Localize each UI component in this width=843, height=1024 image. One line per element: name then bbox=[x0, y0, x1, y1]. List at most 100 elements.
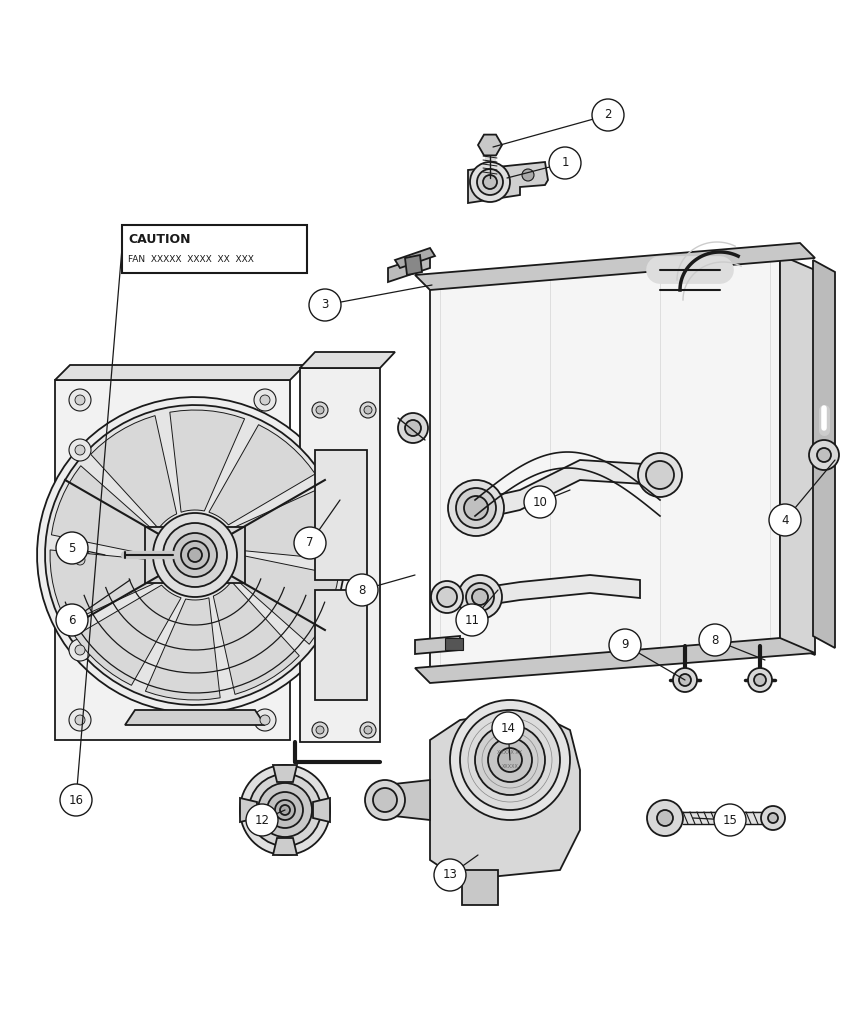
Text: 10: 10 bbox=[533, 496, 547, 509]
Text: CAUTION: CAUTION bbox=[128, 233, 191, 246]
Polygon shape bbox=[232, 487, 340, 560]
Polygon shape bbox=[273, 838, 297, 855]
Polygon shape bbox=[240, 798, 257, 822]
Circle shape bbox=[458, 575, 502, 618]
Polygon shape bbox=[46, 406, 345, 705]
Polygon shape bbox=[388, 254, 430, 282]
Polygon shape bbox=[55, 380, 290, 740]
Circle shape bbox=[240, 765, 330, 855]
Circle shape bbox=[258, 783, 312, 837]
Circle shape bbox=[448, 480, 504, 536]
Circle shape bbox=[524, 486, 556, 518]
Polygon shape bbox=[480, 575, 640, 606]
Text: 12: 12 bbox=[255, 813, 270, 826]
Text: 5: 5 bbox=[68, 542, 76, 555]
Circle shape bbox=[316, 726, 324, 734]
Circle shape bbox=[69, 439, 91, 461]
Circle shape bbox=[472, 589, 488, 605]
Circle shape bbox=[75, 715, 85, 725]
Circle shape bbox=[56, 604, 88, 636]
Text: 15: 15 bbox=[722, 813, 738, 826]
Circle shape bbox=[699, 624, 731, 656]
Polygon shape bbox=[91, 416, 177, 528]
Circle shape bbox=[398, 413, 428, 443]
Circle shape bbox=[280, 805, 290, 815]
Text: 13: 13 bbox=[443, 868, 458, 882]
Polygon shape bbox=[300, 352, 395, 368]
FancyBboxPatch shape bbox=[445, 638, 463, 650]
Polygon shape bbox=[37, 397, 353, 713]
FancyBboxPatch shape bbox=[315, 590, 367, 700]
Circle shape bbox=[748, 668, 772, 692]
Circle shape bbox=[312, 722, 328, 738]
Circle shape bbox=[173, 534, 217, 577]
Circle shape bbox=[267, 792, 303, 828]
Polygon shape bbox=[405, 255, 422, 275]
Polygon shape bbox=[478, 134, 502, 156]
Circle shape bbox=[488, 738, 532, 782]
Polygon shape bbox=[209, 425, 315, 525]
Circle shape bbox=[69, 639, 91, 662]
Polygon shape bbox=[385, 780, 430, 820]
Circle shape bbox=[549, 147, 581, 179]
Polygon shape bbox=[75, 585, 181, 685]
Circle shape bbox=[69, 709, 91, 731]
Circle shape bbox=[360, 402, 376, 418]
Text: 11: 11 bbox=[464, 613, 480, 627]
Circle shape bbox=[188, 548, 202, 562]
Circle shape bbox=[492, 712, 524, 744]
Circle shape bbox=[470, 162, 510, 202]
Polygon shape bbox=[55, 365, 305, 380]
Text: XXXXX: XXXXX bbox=[502, 765, 518, 769]
Circle shape bbox=[456, 488, 496, 528]
Polygon shape bbox=[313, 798, 330, 822]
Polygon shape bbox=[234, 555, 339, 644]
Text: 4: 4 bbox=[781, 513, 789, 526]
Polygon shape bbox=[145, 527, 245, 583]
Polygon shape bbox=[125, 710, 265, 725]
Polygon shape bbox=[813, 260, 835, 648]
Polygon shape bbox=[475, 460, 660, 520]
Circle shape bbox=[294, 527, 326, 559]
Circle shape bbox=[316, 406, 324, 414]
Circle shape bbox=[434, 859, 466, 891]
Circle shape bbox=[679, 674, 691, 686]
Circle shape bbox=[181, 541, 209, 569]
Circle shape bbox=[477, 169, 503, 195]
Polygon shape bbox=[415, 636, 460, 654]
Polygon shape bbox=[395, 248, 435, 268]
Polygon shape bbox=[51, 466, 156, 555]
Circle shape bbox=[75, 645, 85, 655]
Circle shape bbox=[246, 804, 278, 836]
Circle shape bbox=[56, 532, 88, 564]
Circle shape bbox=[60, 784, 92, 816]
Circle shape bbox=[817, 449, 831, 462]
Circle shape bbox=[673, 668, 697, 692]
Circle shape bbox=[360, 722, 376, 738]
Circle shape bbox=[405, 420, 421, 436]
Circle shape bbox=[75, 395, 85, 406]
Polygon shape bbox=[415, 638, 815, 683]
Circle shape bbox=[460, 710, 560, 810]
Circle shape bbox=[346, 574, 378, 606]
Polygon shape bbox=[300, 368, 380, 742]
Circle shape bbox=[592, 99, 624, 131]
Polygon shape bbox=[780, 255, 815, 655]
Circle shape bbox=[309, 289, 341, 321]
Text: XXXXX XX: XXXXX XX bbox=[497, 750, 523, 755]
Circle shape bbox=[768, 813, 778, 823]
Text: 3: 3 bbox=[321, 299, 329, 311]
Circle shape bbox=[69, 389, 91, 411]
Circle shape bbox=[809, 440, 839, 470]
Circle shape bbox=[163, 523, 227, 587]
Circle shape bbox=[153, 513, 237, 597]
Circle shape bbox=[456, 604, 488, 636]
Polygon shape bbox=[462, 870, 498, 905]
Polygon shape bbox=[430, 255, 780, 670]
Circle shape bbox=[431, 581, 463, 613]
Circle shape bbox=[464, 496, 488, 520]
FancyBboxPatch shape bbox=[122, 225, 307, 273]
Circle shape bbox=[646, 461, 674, 489]
Circle shape bbox=[75, 445, 85, 455]
Circle shape bbox=[312, 402, 328, 418]
